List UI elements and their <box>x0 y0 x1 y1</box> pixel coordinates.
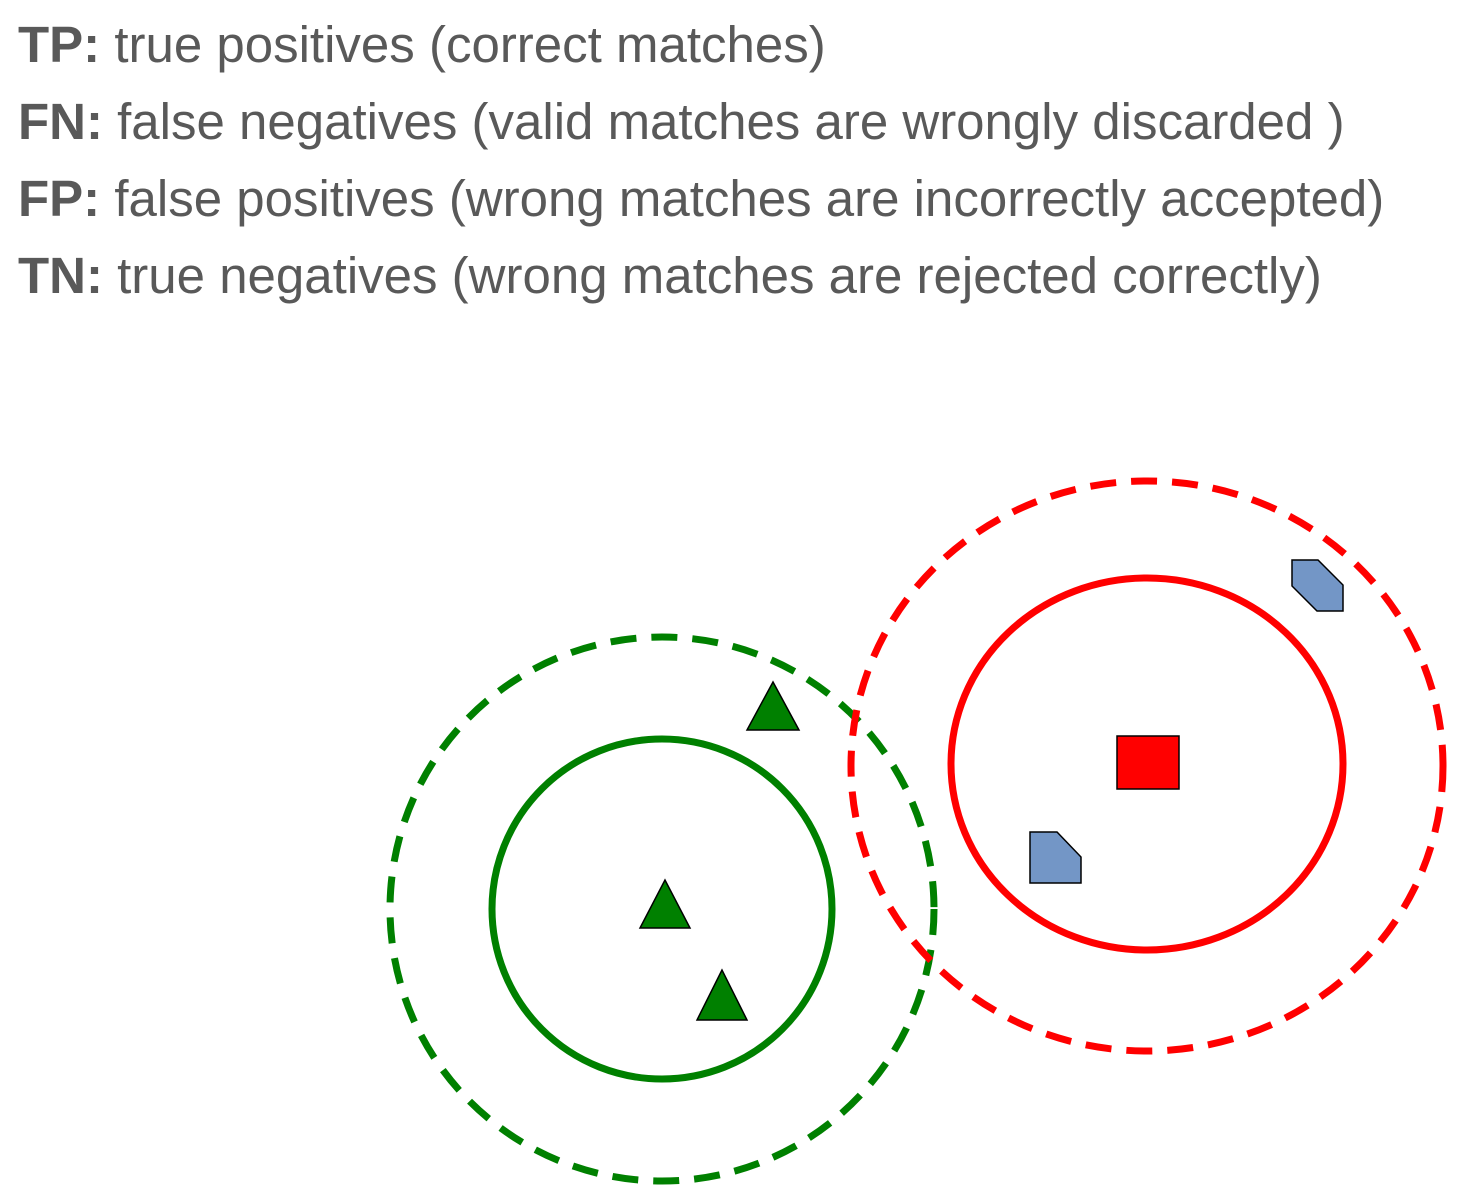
green-inner-circle <box>488 735 836 1083</box>
cut-corner-square-icon <box>1029 831 1082 884</box>
red-inner-circle <box>947 574 1347 954</box>
definition-text: false negatives (valid matches are wrong… <box>117 93 1345 150</box>
definition-term: TP: <box>18 16 101 73</box>
definition-text: true negatives (wrong matches are reject… <box>117 247 1322 304</box>
green-outer-dashed-circle <box>386 633 938 1185</box>
definition-fn: FN: false negatives (valid matches are w… <box>18 87 1384 164</box>
square-icon <box>1116 735 1180 790</box>
definition-term: TN: <box>18 247 103 304</box>
definition-fp: FP: false positives (wrong matches are i… <box>18 164 1384 241</box>
triangle-icon <box>745 680 801 731</box>
definitions-list: TP: true positives (correct matches) FN:… <box>18 10 1384 318</box>
definition-text: true positives (correct matches) <box>114 16 826 73</box>
definition-tn: TN: true negatives (wrong matches are re… <box>18 241 1384 318</box>
cut-corner-square-icon <box>1291 559 1344 612</box>
definition-text: false positives (wrong matches are incor… <box>114 170 1385 227</box>
definition-term: FN: <box>18 93 103 150</box>
definition-term: FP: <box>18 170 101 227</box>
triangle-icon <box>638 878 692 929</box>
red-outer-dashed-circle <box>847 477 1447 1055</box>
definition-tp: TP: true positives (correct matches) <box>18 10 1384 87</box>
triangle-icon <box>695 968 749 1021</box>
